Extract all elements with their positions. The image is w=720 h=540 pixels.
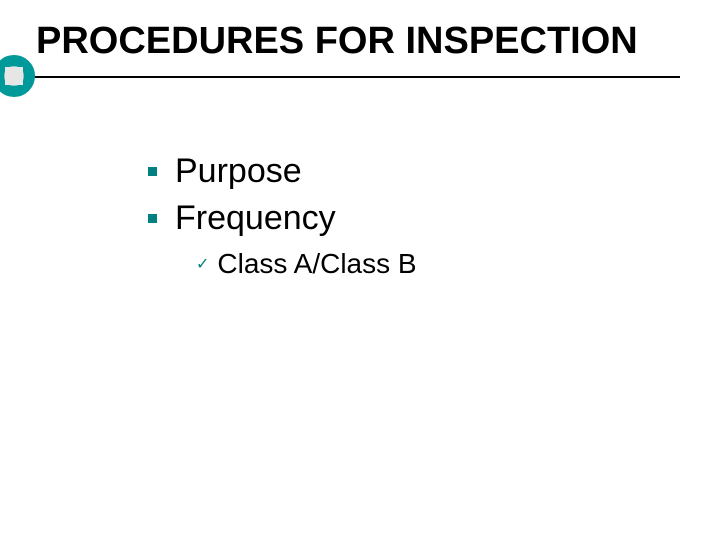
slide: PROCEDURES FOR INSPECTION Purpose Freque… [0, 0, 720, 540]
bullet-item-purpose: Purpose [148, 152, 302, 191]
check-icon: ✓ [196, 254, 209, 274]
sub-bullet-item-class: ✓ Class A/Class B [196, 248, 417, 280]
slide-title: PROCEDURES FOR INSPECTION [36, 20, 638, 63]
corner-ornament [0, 0, 56, 118]
square-bullet-icon [148, 214, 157, 223]
square-bullet-icon [148, 167, 157, 176]
bullet-text: Purpose [175, 152, 302, 191]
bullet-text: Class A/Class B [217, 248, 416, 280]
bullet-item-frequency: Frequency [148, 199, 336, 238]
square-icon [5, 67, 23, 85]
title-divider [32, 76, 680, 78]
bullet-text: Frequency [175, 199, 336, 238]
